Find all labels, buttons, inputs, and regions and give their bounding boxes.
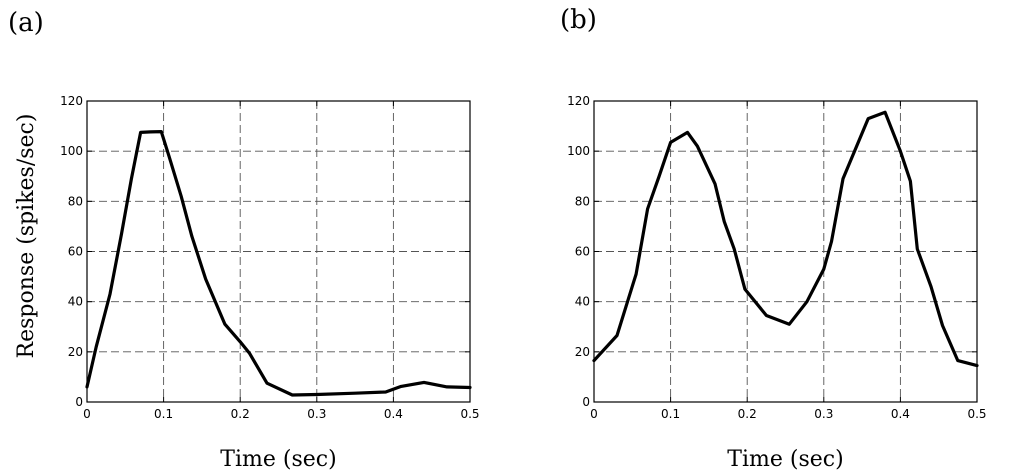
panel-a-label: (a) xyxy=(8,8,44,38)
panel-a-y-tick-label: 100 xyxy=(60,144,83,158)
panel-a-x-tick-label: 0 xyxy=(83,407,91,421)
panel-b-y-tick-label: 80 xyxy=(575,194,590,208)
panel-b-x-tick-label: 0.3 xyxy=(814,407,833,421)
panel-a-y-tick-label: 80 xyxy=(68,194,83,208)
panel-b: (b) 0 0.1 0.2 0.3 0.4 0.5 0 20 40 60 80 100 120 Time (… xyxy=(560,5,987,471)
panel-a-x-tick-label: 0.2 xyxy=(231,407,250,421)
panel-b-y-tick-label: 120 xyxy=(567,94,590,108)
panel-a-x-tick-label: 0.1 xyxy=(154,407,173,421)
panel-b-series-line xyxy=(592,110,979,368)
y-axis-title: Response (spikes/sec) xyxy=(14,114,39,359)
panel-b-y-tick-label: 60 xyxy=(575,245,590,259)
panel-b-label: (b) xyxy=(560,5,597,35)
panel-b-x-tick-label: 0.4 xyxy=(891,407,910,421)
panel-b-x-tick-label: 0.1 xyxy=(661,407,680,421)
panel-b-x-tick-label: 0.2 xyxy=(738,407,757,421)
panel-a-x-axis-title: Time (sec) xyxy=(220,447,336,471)
panel-a: (a) 0 0.1 0.2 0.3 0.4 0.5 0 20 40 60 80 100 120 Time (… xyxy=(8,8,480,471)
panel-a-y-tick-label: 0 xyxy=(75,395,83,409)
panel-b-y-tick-label: 40 xyxy=(575,295,590,309)
panel-a-x-tick-label: 0.5 xyxy=(460,407,479,421)
panel-b-x-axis-title: Time (sec) xyxy=(727,447,843,471)
panel-a-y-tick-label: 20 xyxy=(68,345,83,359)
panel-a-series-line xyxy=(85,130,472,397)
panel-b-y-tick-label: 0 xyxy=(582,395,590,409)
panel-a-y-tick-label: 120 xyxy=(60,94,83,108)
panel-a-y-tick-label: 60 xyxy=(68,245,83,259)
panel-b-x-tick-label: 0.5 xyxy=(967,407,986,421)
panel-b-y-tick-label: 20 xyxy=(575,345,590,359)
panel-a-x-tick-label: 0.4 xyxy=(384,407,403,421)
panel-b-x-tick-label: 0 xyxy=(590,407,598,421)
panel-a-x-tick-label: 0.3 xyxy=(307,407,326,421)
panel-a-y-tick-label: 40 xyxy=(68,295,83,309)
panel-b-y-tick-label: 100 xyxy=(567,144,590,158)
